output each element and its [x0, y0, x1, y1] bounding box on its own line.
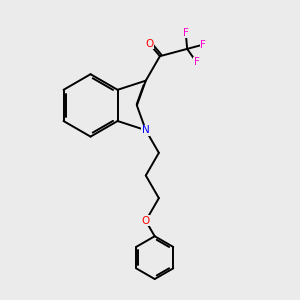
Text: O: O	[142, 216, 150, 226]
Text: O: O	[145, 39, 154, 49]
Text: F: F	[183, 28, 189, 38]
Text: N: N	[142, 125, 150, 135]
Text: F: F	[200, 40, 206, 50]
Text: F: F	[194, 57, 200, 67]
